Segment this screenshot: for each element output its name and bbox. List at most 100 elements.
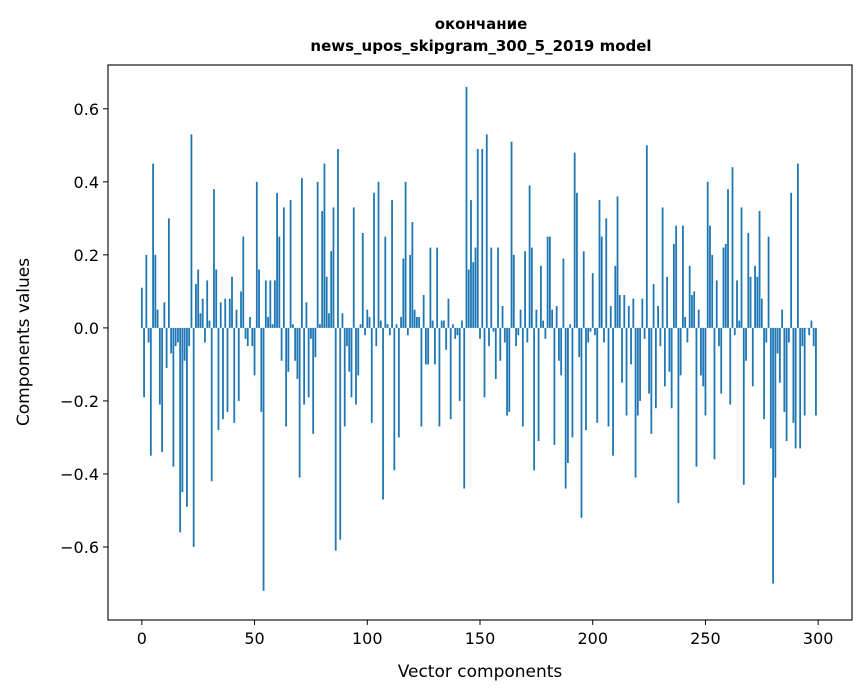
bar-component-101: [368, 316, 371, 328]
bar-component-45: [242, 236, 245, 328]
bar-component-262: [731, 167, 734, 328]
bar-component-83: [328, 313, 330, 328]
bar-component-268: [745, 327, 747, 361]
bar-component-58: [271, 324, 274, 328]
bar-component-144: [465, 86, 468, 328]
bar-component-278: [767, 236, 770, 328]
bar-component-98: [361, 232, 364, 328]
bar-component-52: [258, 269, 260, 328]
bar-component-177: [539, 265, 542, 328]
bar-component-159: [499, 327, 502, 361]
bar-component-170: [524, 251, 526, 328]
bar-component-147: [472, 262, 475, 328]
bar-component-25: [197, 269, 200, 328]
bar-component-115: [400, 316, 402, 328]
bar-component-205: [603, 327, 605, 343]
bar-component-139: [454, 327, 457, 339]
bar-component-233: [666, 276, 669, 328]
bar-component-194: [578, 327, 581, 358]
bar-component-57: [269, 280, 272, 328]
bar-component-131: [436, 247, 439, 328]
bar-component-148: [474, 247, 477, 328]
bar-component-171: [526, 327, 529, 343]
x-tick-label: 50: [244, 629, 264, 648]
bar-component-108: [384, 236, 387, 328]
bar-component-240: [682, 225, 684, 328]
bar-component-211: [616, 196, 619, 328]
bar-component-124: [420, 327, 423, 427]
bar-component-253: [711, 254, 714, 328]
bar-component-201: [594, 327, 596, 336]
x-axis-ticks: 0 50 100 150 200 250 300: [137, 620, 834, 648]
bar-component-224: [645, 145, 648, 328]
bar-component-289: [792, 327, 795, 423]
bar-component-116: [402, 258, 405, 328]
bar-component-132: [438, 327, 441, 427]
bar-component-261: [729, 327, 732, 405]
bar-component-192: [573, 152, 576, 328]
bar-component-181: [548, 236, 551, 328]
bar-component-215: [625, 327, 628, 416]
bar-component-87: [337, 148, 339, 328]
bar-component-299: [815, 327, 817, 416]
bar-component-221: [639, 327, 641, 401]
bar-component-291: [796, 163, 799, 328]
bar-component-43: [237, 327, 240, 401]
bar-component-10: [163, 302, 166, 328]
bar-component-55: [264, 280, 267, 328]
bar-component-288: [790, 192, 793, 328]
bar-component-156: [492, 327, 495, 332]
bar-component-102: [370, 327, 373, 423]
bar-component-150: [479, 327, 481, 339]
bar-component-222: [641, 298, 644, 328]
bar-component-173: [530, 247, 533, 328]
bar-component-141: [458, 327, 461, 401]
bar-component-79: [319, 324, 321, 328]
bar-component-21: [188, 327, 191, 347]
bar-component-163: [508, 327, 511, 412]
bar-component-71: [300, 178, 303, 328]
bar-component-143: [463, 327, 466, 489]
bar-component-117: [404, 181, 407, 328]
bar-component-123: [418, 316, 421, 328]
bar-component-34: [217, 327, 220, 431]
bar-component-134: [443, 320, 445, 328]
bar-component-190: [569, 324, 572, 328]
bar-component-16: [176, 327, 179, 343]
bar-component-293: [801, 327, 804, 347]
bar-component-234: [668, 327, 671, 372]
bar-component-230: [659, 327, 662, 347]
y-tick-label: −0.4: [60, 465, 99, 484]
bar-component-166: [515, 327, 517, 347]
x-tick-label: 300: [803, 629, 834, 648]
bar-component-216: [627, 305, 630, 328]
bar-component-237: [675, 225, 678, 328]
bar-component-125: [422, 295, 425, 328]
bar-component-271: [751, 327, 754, 387]
bar-component-61: [278, 236, 281, 328]
bar-component-161: [503, 327, 506, 343]
bar-component-183: [553, 327, 556, 445]
bar-component-1: [143, 327, 145, 398]
bar-component-77: [314, 327, 317, 358]
bar-component-267: [742, 327, 745, 485]
bar-component-11: [165, 327, 168, 369]
bar-component-179: [544, 327, 547, 339]
bar-component-37: [224, 298, 227, 328]
bar-component-199: [589, 327, 592, 332]
bar-component-69: [296, 327, 299, 380]
y-axis-ticks: −0.6 −0.4 −0.2 0.0 0.2 0.4 0.6: [60, 100, 108, 557]
bar-component-42: [235, 309, 238, 328]
bar-component-157: [494, 327, 497, 380]
bar-component-298: [812, 327, 815, 347]
bar-component-235: [670, 327, 673, 409]
bar-component-294: [803, 327, 806, 416]
bar-component-68: [294, 327, 297, 361]
bar-component-66: [289, 200, 292, 328]
bar-component-4: [149, 327, 152, 456]
bar-component-169: [521, 327, 524, 427]
bar-component-180: [546, 236, 549, 328]
bar-component-51: [255, 181, 258, 328]
bar-component-204: [600, 236, 603, 328]
bar-component-53: [260, 327, 263, 412]
